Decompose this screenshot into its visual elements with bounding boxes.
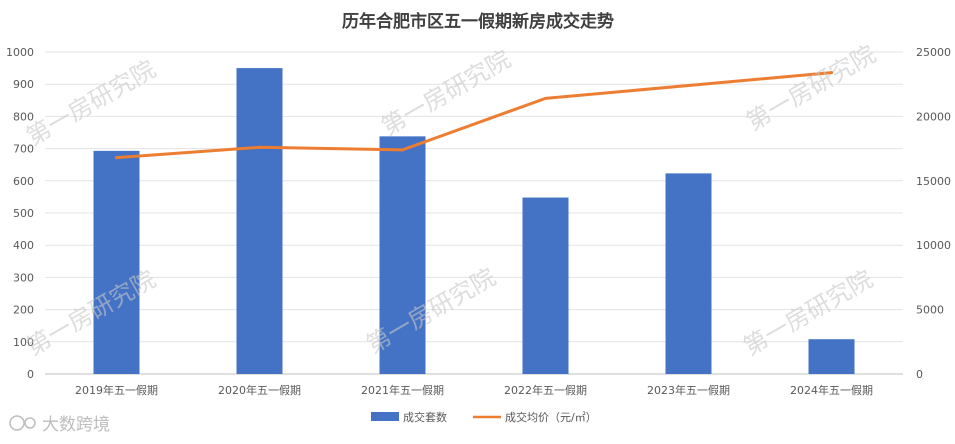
x-axis: 2019年五一假期 2020年五一假期 2021年五一假期 2022年五一假期 2023… xyxy=(75,383,873,397)
bar xyxy=(379,136,426,374)
left-axis-tick-label: 300 xyxy=(13,271,34,284)
legend-label-bar: 成交套数 xyxy=(403,410,447,424)
line-path xyxy=(115,71,833,160)
bar xyxy=(808,339,855,374)
x-axis-tick-label: 2020年五一假期 xyxy=(218,383,301,397)
watermark-text: 第一房研究院 xyxy=(742,40,881,136)
brand-text: 大数跨境 xyxy=(42,415,110,435)
brand-logo: 大数跨境 xyxy=(9,415,110,435)
bar xyxy=(522,197,569,374)
brand-logo-icon-dot xyxy=(24,417,36,429)
left-axis-tick-label: 600 xyxy=(13,175,34,188)
left-axis-tick-label: 200 xyxy=(13,304,34,317)
legend: 成交套数 成交均价（元/㎡） xyxy=(371,410,597,424)
x-axis-tick-label: 2019年五一假期 xyxy=(75,383,158,397)
right-axis-tick-label: 25000 xyxy=(916,46,951,59)
x-axis-tick-label: 2022年五一假期 xyxy=(504,383,587,397)
right-axis-tick-label: 10000 xyxy=(916,239,951,252)
legend-swatch-bar xyxy=(371,412,399,421)
brand-logo-icon xyxy=(9,415,25,431)
watermark-text: 第一房研究院 xyxy=(22,265,161,361)
left-axis: 0 100 200 300 400 500 600 700 800 900 1000 xyxy=(6,46,34,381)
line-point xyxy=(544,96,547,100)
legend-label-line: 成交均价（元/㎡） xyxy=(505,410,597,424)
x-axis-tick-label: 2023年五一假期 xyxy=(647,383,730,397)
right-axis: 0 5000 10000 15000 20000 25000 xyxy=(916,46,951,381)
line-point xyxy=(830,71,833,75)
bar xyxy=(93,150,140,374)
gridlines xyxy=(45,51,903,375)
bar xyxy=(665,173,712,374)
line-point xyxy=(687,83,690,87)
left-axis-tick-label: 900 xyxy=(13,78,34,91)
left-axis-tick-label: 500 xyxy=(13,207,34,220)
left-axis-tick-label: 0 xyxy=(27,368,34,381)
right-axis-tick-label: 20000 xyxy=(916,110,951,123)
bar-series xyxy=(93,68,855,374)
left-axis-tick-label: 400 xyxy=(13,239,34,252)
left-axis-tick-label: 700 xyxy=(13,143,34,156)
bar xyxy=(236,68,283,374)
watermark-text: 第一房研究院 xyxy=(377,45,516,141)
right-axis-tick-label: 0 xyxy=(916,368,923,381)
x-axis-tick-label: 2021年五一假期 xyxy=(361,383,444,397)
right-axis-tick-label: 5000 xyxy=(916,304,944,317)
watermark-text: 第一房研究院 xyxy=(22,55,161,151)
chart-title: 历年合肥市区五一假期新房成交走势 xyxy=(342,11,614,32)
line-point xyxy=(115,156,118,160)
left-axis-tick-label: 800 xyxy=(13,110,34,123)
watermark-text: 第一房研究院 xyxy=(739,265,878,361)
left-axis-tick-label: 1000 xyxy=(6,46,34,59)
line-point xyxy=(258,145,261,149)
line-series xyxy=(115,71,833,160)
x-axis-tick-label: 2024年五一假期 xyxy=(790,383,873,397)
right-axis-tick-label: 15000 xyxy=(916,175,951,188)
left-axis-tick-label: 100 xyxy=(13,336,34,349)
line-point xyxy=(401,148,404,152)
